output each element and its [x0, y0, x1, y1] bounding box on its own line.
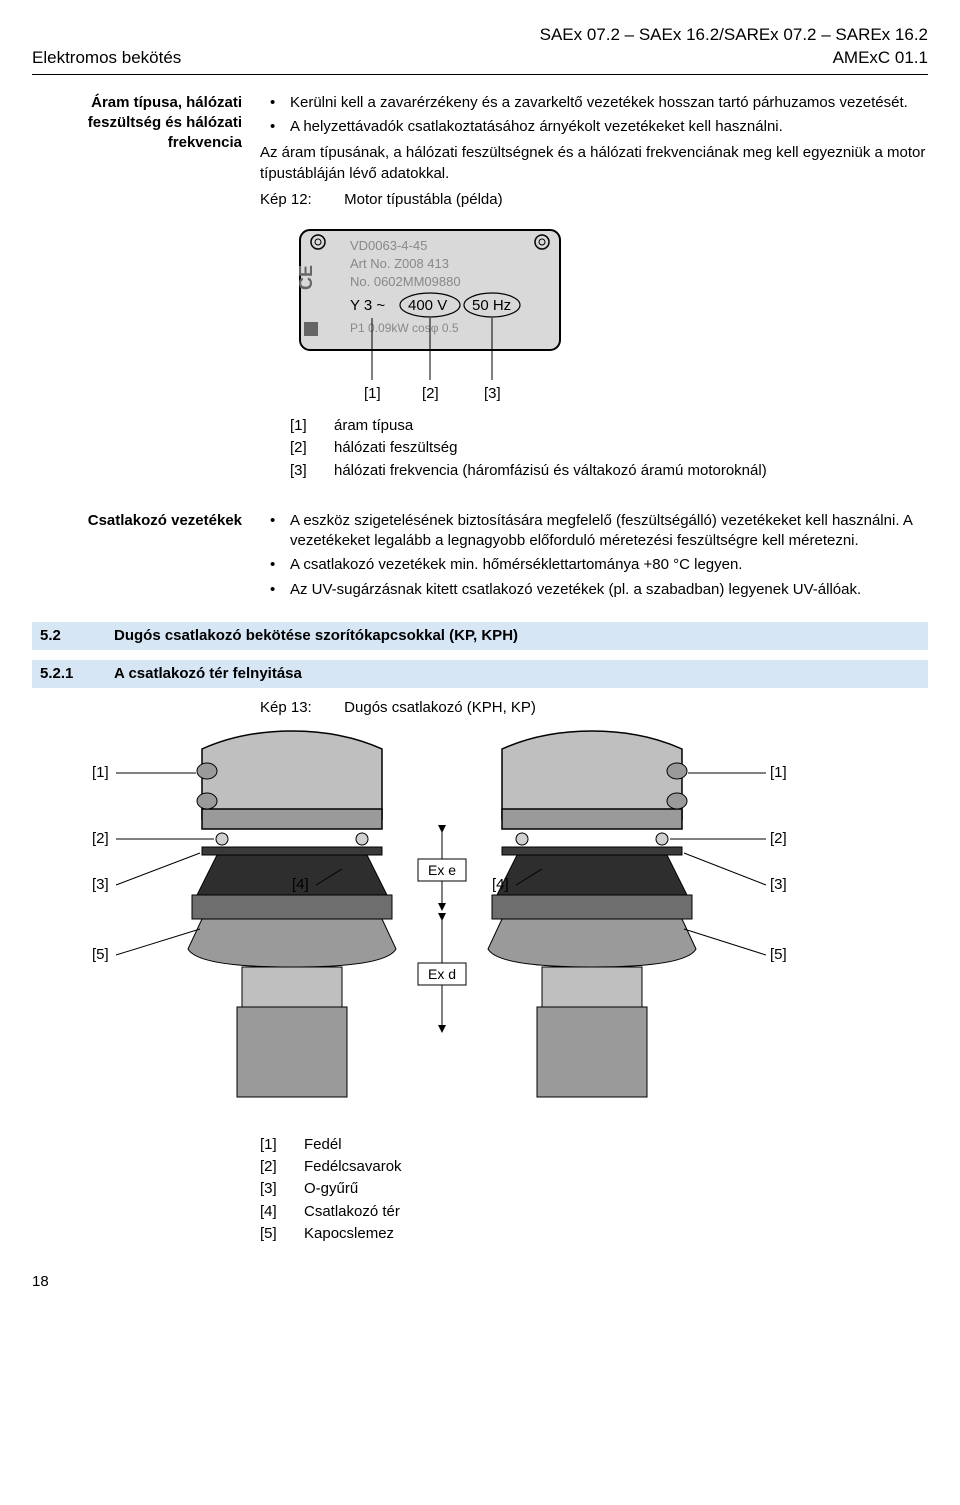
callout-1l: [1] [92, 764, 109, 781]
fig12-text: Motor típustábla (példa) [344, 191, 502, 208]
callout-5l: [5] [92, 946, 109, 963]
section-num: 5.2 [40, 626, 86, 646]
legend-text: hálózati frekvencia (háromfázisú és vált… [334, 461, 767, 481]
legend-text: áram típusa [334, 416, 413, 436]
legend1: [1] áram típusa [2] hálózati feszültség [3… [290, 416, 928, 481]
legend-text: Fedél [304, 1135, 342, 1155]
legend-row: [1] áram típusa [290, 416, 928, 436]
legend-row: [2] hálózati feszültség [290, 438, 928, 458]
block2-bullets: A eszköz szigetelésének biztosítására me… [260, 511, 928, 600]
fig13-text: Dugós csatlakozó (KPH, KP) [344, 699, 536, 716]
block1-bullets: Kerülni kell a zavarérzékeny és a zavark… [260, 93, 928, 138]
legend-text: hálózati feszültség [334, 438, 457, 458]
legend-num: [3] [290, 461, 320, 481]
connector-figure: Ex e Ex d [1] [2] [3] [4] [5] [1] [2] [3… [92, 729, 928, 1125]
exd-label: Ex d [428, 966, 456, 982]
nameplate-figure: CE VD0063-4-45 Art No. Z008 413 No. 0602… [290, 220, 928, 410]
header-right: SAEx 07.2 – SAEx 16.2/SAREx 07.2 – SAREx… [540, 24, 928, 70]
legend-num: [1] [260, 1135, 290, 1155]
ce-mark-icon: CE [296, 265, 316, 290]
block2-bullet: Az UV-sugárzásnak kitett csatlakozó veze… [260, 580, 928, 600]
block1-bullet: Kerülni kell a zavarérzékeny és a zavark… [260, 93, 928, 113]
legend-text: Kapocslemez [304, 1224, 394, 1244]
block1-lhs: Áram típusa, hálózati feszültség és háló… [32, 93, 242, 495]
header-right-top: SAEx 07.2 – SAEx 16.2/SAREx 07.2 – SAREx… [540, 24, 928, 47]
legend-text: Fedélcsavarok [304, 1157, 402, 1177]
block2-lhs: Csatlakozó vezetékek [32, 511, 242, 606]
connector-svg: Ex e Ex d [1] [2] [3] [4] [5] [1] [2] [3… [92, 729, 792, 1119]
block2-bullet: A eszköz szigetelésének biztosítására me… [260, 511, 928, 552]
legend-text: O-gyűrű [304, 1179, 358, 1199]
fig13-caption: Kép 13: Dugós csatlakozó (KPH, KP) [260, 698, 928, 718]
legend-num: [2] [260, 1157, 290, 1177]
callout-3r: [3] [770, 876, 787, 893]
legend2: [1] Fedél [2] Fedélcsavarok [3] O-gyűrű [4]… [260, 1135, 928, 1244]
fig13-label: Kép 13: [260, 698, 340, 718]
legend-row: [5] Kapocslemez [260, 1224, 928, 1244]
section-title: Dugós csatlakozó bekötése szorítókapcsok… [114, 626, 518, 646]
plate-hz: 50 Hz [472, 297, 511, 314]
plate-callout: [2] [422, 385, 439, 402]
block2-bullet: A csatlakozó vezetékek min. hőmérséklett… [260, 555, 928, 575]
legend-num: [1] [290, 416, 320, 436]
plate-line3: No. 0602MM09880 [350, 274, 461, 289]
section-title: A csatlakozó tér felnyitása [114, 664, 302, 684]
header-rule [32, 74, 928, 75]
section-5-2: 5.2 Dugós csatlakozó bekötése szorítókap… [32, 622, 928, 650]
header-right-bottom: AMExC 01.1 [540, 47, 928, 70]
block-connector-cables: Csatlakozó vezetékek A eszköz szigetelés… [32, 511, 928, 606]
plate-callout: [3] [484, 385, 501, 402]
nameplate-svg: CE VD0063-4-45 Art No. Z008 413 No. 0602… [290, 220, 590, 410]
legend-row: [3] hálózati frekvencia (háromfázisú és v… [290, 461, 928, 481]
block1-rhs: Kerülni kell a zavarérzékeny és a zavark… [260, 93, 928, 495]
section-5-2-1: 5.2.1 A csatlakozó tér felnyitása [32, 660, 928, 688]
block1-para: Az áram típusának, a hálózati feszültség… [260, 143, 928, 184]
connector-left [188, 731, 396, 1097]
callout-4r: [4] [492, 876, 509, 893]
page-header: Elektromos bekötés SAEx 07.2 – SAEx 16.2… [32, 24, 928, 70]
fig12-label: Kép 12: [260, 190, 340, 210]
callout-2l: [2] [92, 830, 109, 847]
block1-bullet: A helyzettávadók csatlakoztatásához árny… [260, 117, 928, 137]
legend-num: [4] [260, 1202, 290, 1222]
plate-lastline: P1 0.09kW cosφ 0.5 [350, 321, 459, 335]
legend-row: [3] O-gyűrű [260, 1179, 928, 1199]
legend-num: [2] [290, 438, 320, 458]
brand-icon [304, 322, 318, 336]
section-num: 5.2.1 [40, 664, 86, 684]
header-left: Elektromos bekötés [32, 47, 181, 70]
ex-labels: Ex e Ex d [418, 829, 466, 1029]
legend-num: [5] [260, 1224, 290, 1244]
callout-2r: [2] [770, 830, 787, 847]
callout-5r: [5] [770, 946, 787, 963]
callout-1r: [1] [770, 764, 787, 781]
plate-volt: 400 V [408, 297, 447, 314]
legend-row: [2] Fedélcsavarok [260, 1157, 928, 1177]
plate-line2: Art No. Z008 413 [350, 256, 449, 271]
callout-3l: [3] [92, 876, 109, 893]
legend-text: Csatlakozó tér [304, 1202, 400, 1222]
page-number: 18 [32, 1272, 928, 1292]
legend-row: [4] Csatlakozó tér [260, 1202, 928, 1222]
legend-row: [1] Fedél [260, 1135, 928, 1155]
block2-rhs: A eszköz szigetelésének biztosítására me… [260, 511, 928, 606]
connector-right [488, 731, 696, 1097]
plate-y3: Y 3 ~ [350, 297, 385, 314]
fig12-caption: Kép 12: Motor típustábla (példa) [260, 190, 928, 210]
block-type-current: Áram típusa, hálózati feszültség és háló… [32, 93, 928, 495]
legend-num: [3] [260, 1179, 290, 1199]
plate-line1: VD0063-4-45 [350, 238, 427, 253]
callout-4l: [4] [292, 876, 309, 893]
plate-callout: [1] [364, 385, 381, 402]
exe-label: Ex e [428, 862, 456, 878]
